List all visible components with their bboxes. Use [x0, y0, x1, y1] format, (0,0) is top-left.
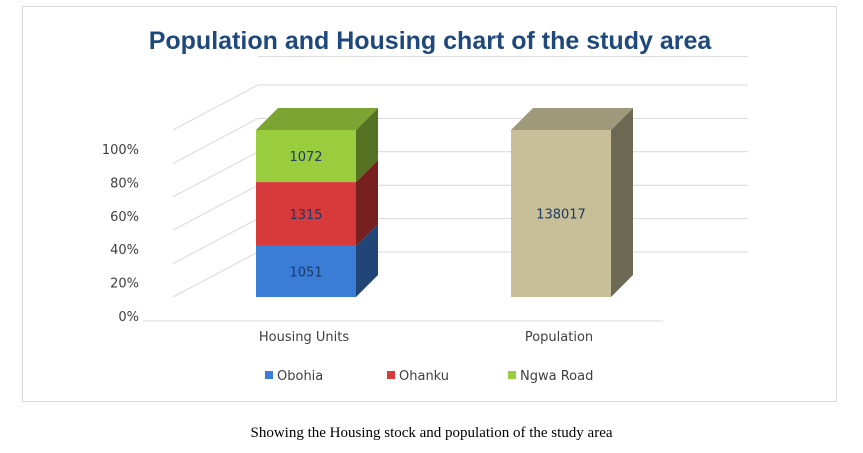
legend-swatch — [508, 371, 516, 379]
bar-segment-front — [511, 130, 611, 297]
chart-canvas: Population and Housing chart of the stud… — [102, 27, 748, 384]
legend-label: Obohia — [277, 369, 323, 384]
data-label: 1072 — [289, 150, 322, 165]
legend-label: Ohanku — [399, 369, 449, 384]
legend-swatch — [265, 371, 273, 379]
y-tick-label: 60% — [110, 210, 139, 225]
bar-segment-side — [356, 223, 378, 297]
gridline-side — [172, 117, 259, 164]
bar-segment-side — [356, 108, 378, 183]
chart-title: Population and Housing chart of the stud… — [149, 27, 713, 55]
y-tick-label: 20% — [110, 277, 139, 292]
data-label: 138017 — [536, 208, 586, 223]
y-tick-label: 100% — [102, 143, 139, 158]
x-category-label: Population — [525, 330, 593, 345]
bar-segment-front — [256, 182, 356, 246]
bar-top — [511, 108, 633, 130]
legend: Obohia Ohanku Ngwa Road — [265, 369, 593, 384]
bar-segment-front — [256, 130, 356, 183]
chart-container: Population and Housing chart of the stud… — [22, 6, 837, 402]
bar-segment-front — [256, 245, 356, 297]
gridline-side — [172, 84, 259, 131]
bar-segment-side — [356, 160, 378, 246]
x-axis: Housing Units Population — [259, 330, 593, 345]
bar-top — [256, 108, 378, 130]
gridline-side — [172, 251, 259, 298]
data-label: 1315 — [289, 208, 322, 223]
data-label: 1051 — [289, 265, 322, 280]
gridline-side — [172, 218, 259, 265]
y-axis: 0% 20% 40% 60% 80% 100% — [102, 143, 139, 325]
bar-segment-side — [611, 108, 633, 297]
legend-label: Ngwa Road — [520, 369, 593, 384]
gridline-side — [172, 184, 259, 231]
figure-caption: Showing the Housing stock and population… — [250, 425, 613, 441]
gridline-side — [172, 151, 259, 198]
y-tick-label: 40% — [110, 243, 139, 258]
legend-swatch — [387, 371, 395, 379]
y-tick-label: 0% — [118, 310, 139, 325]
y-tick-label: 80% — [110, 176, 139, 191]
x-category-label: Housing Units — [259, 330, 349, 345]
gridlines — [143, 56, 748, 322]
bars: 1051 1315 1072 138017 — [256, 108, 633, 297]
